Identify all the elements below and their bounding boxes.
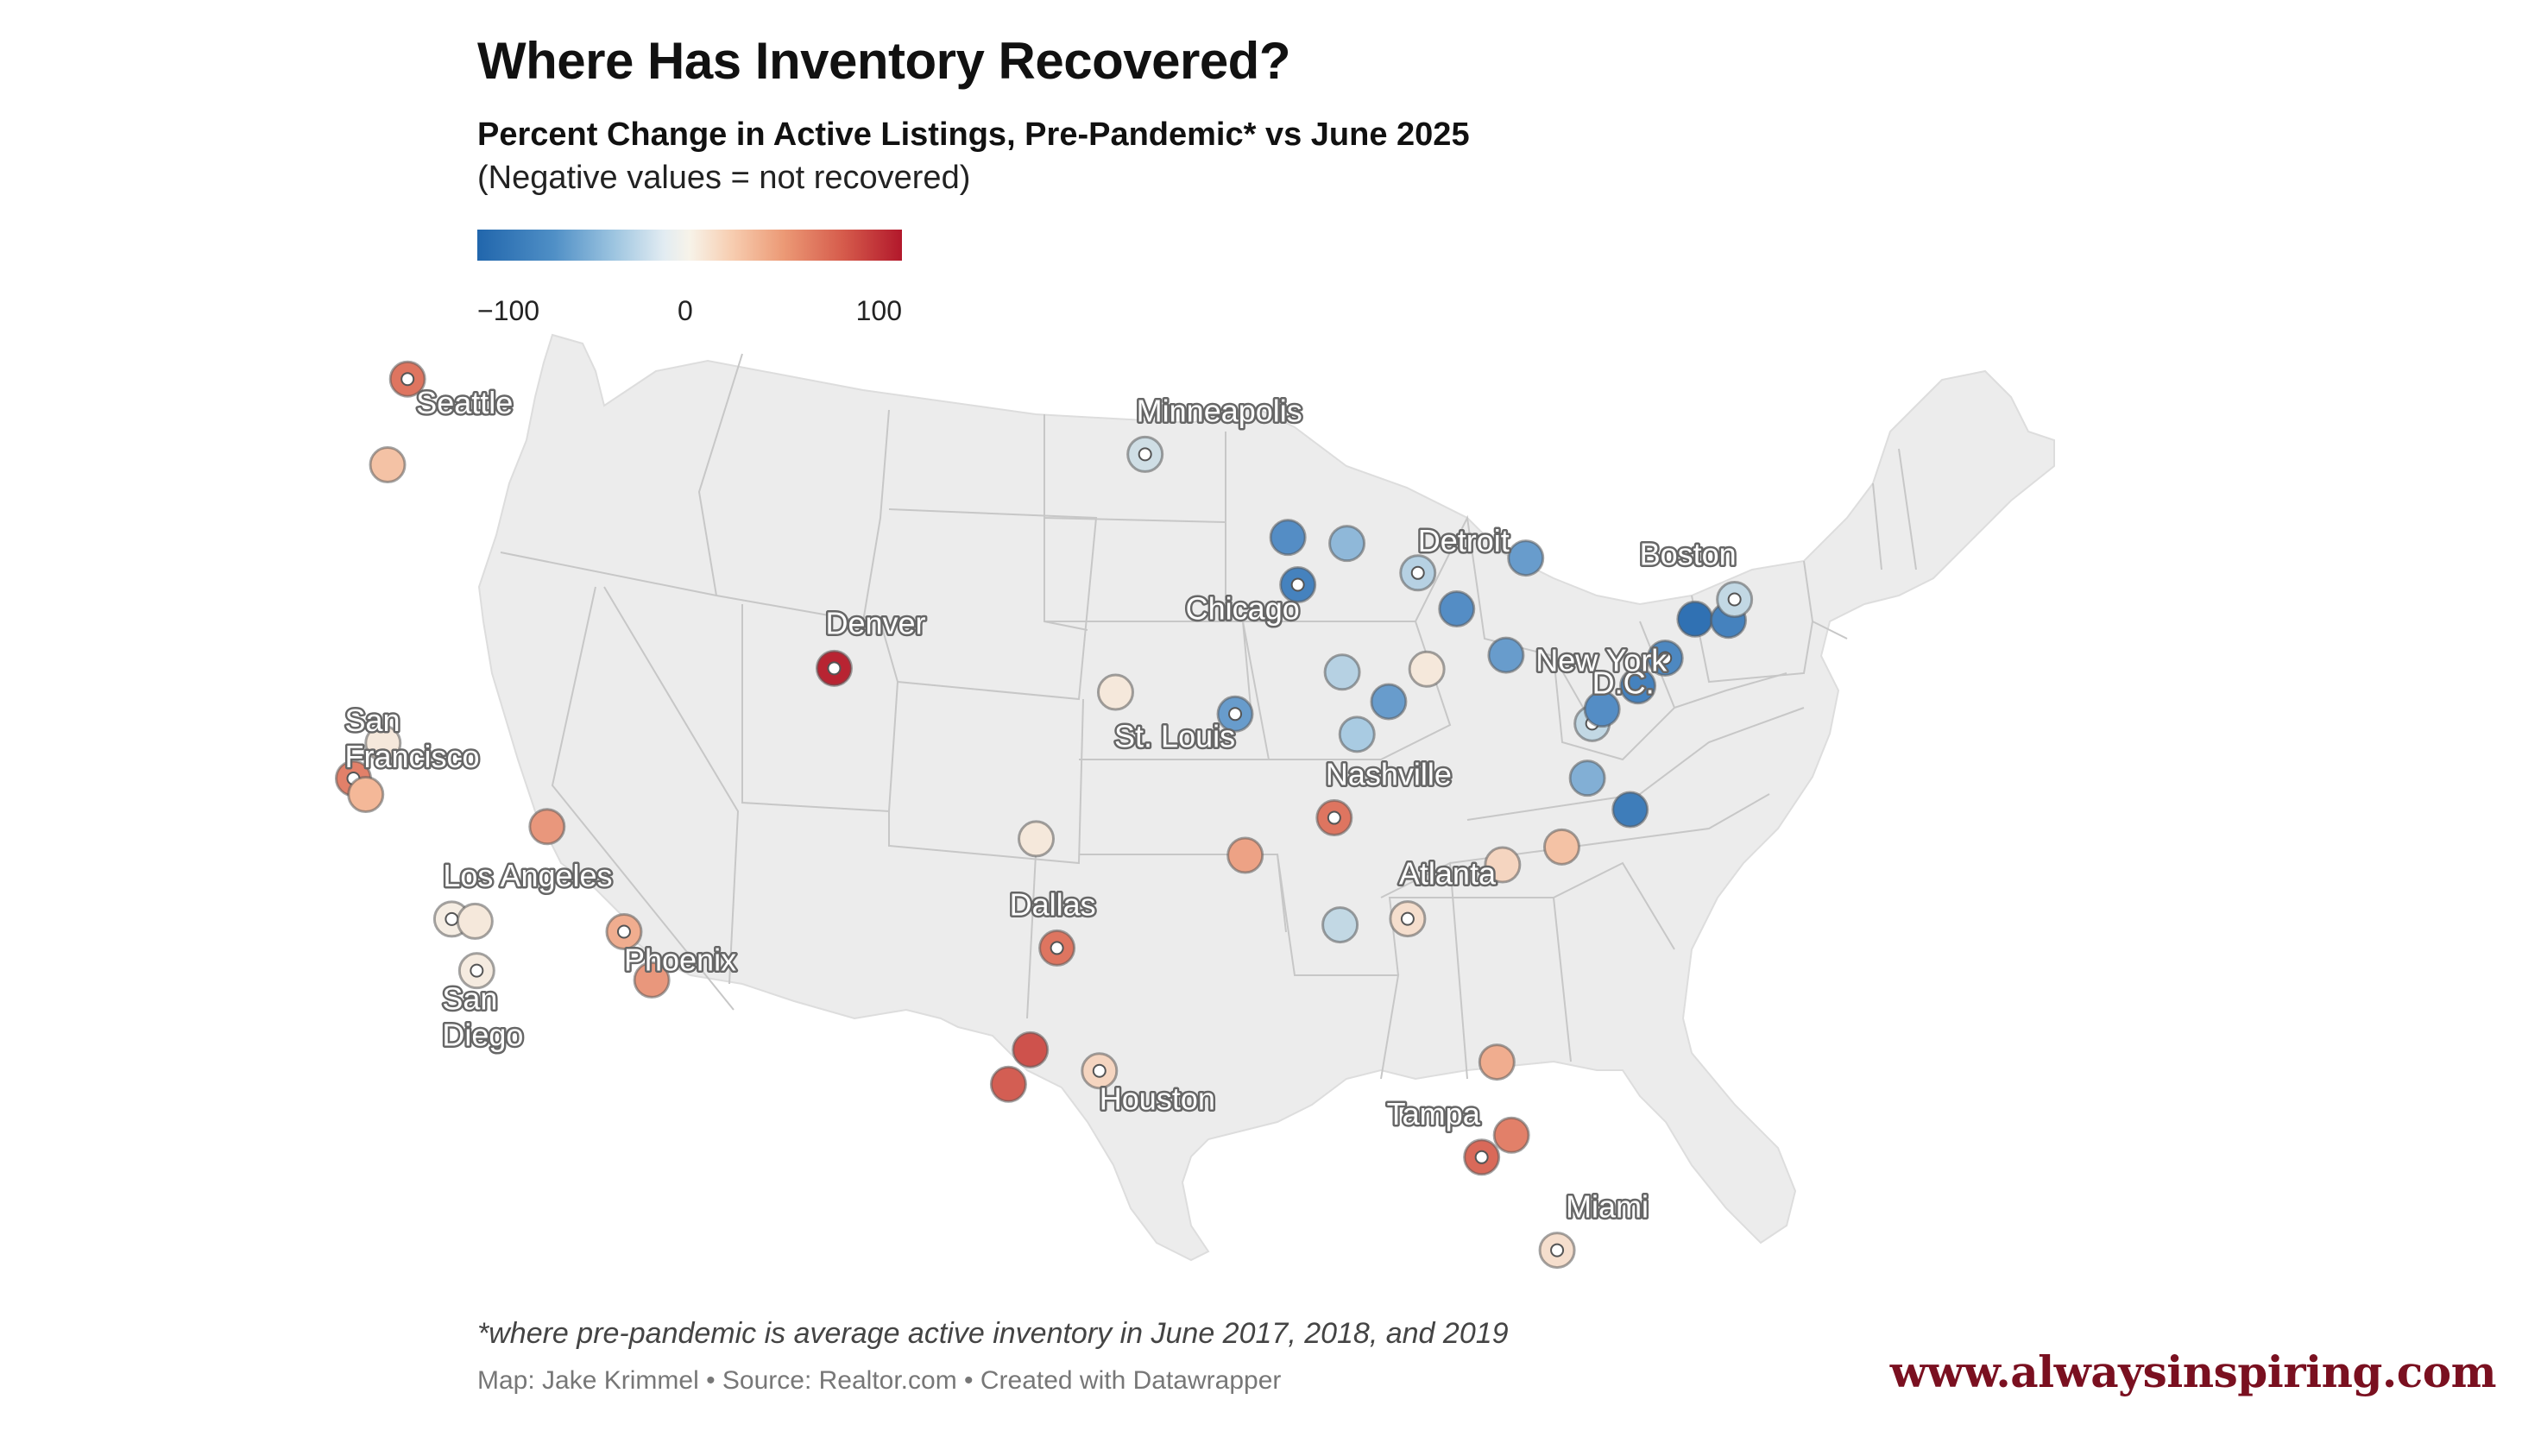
city-center-dot xyxy=(827,661,842,676)
city-marker xyxy=(364,724,402,762)
legend-gradient-bar xyxy=(477,230,902,261)
footnote: *where pre-pandemic is average active in… xyxy=(477,1317,1509,1350)
city-marker xyxy=(633,961,671,999)
city-center-dot xyxy=(1474,1150,1489,1164)
state-border-line xyxy=(1079,432,1287,933)
city-center-dot xyxy=(470,963,484,978)
city-labels: Seattle San Francisco Los Angeles San Diego Ph… xyxy=(343,383,1738,1226)
state-border-line xyxy=(1691,448,1917,684)
city-label: Denver xyxy=(825,605,925,640)
city-label: Dallas xyxy=(1010,886,1096,922)
legend-max-label: 100 xyxy=(855,295,902,326)
city-marker xyxy=(1568,760,1606,797)
city-label: D.C. xyxy=(1592,665,1655,700)
city-marker xyxy=(1619,667,1657,705)
us-landmass xyxy=(477,333,2055,1262)
city-marker xyxy=(1542,828,1580,866)
city-marker xyxy=(347,776,385,814)
credits: Map: Jake Krimmel • Source: Realtor.com … xyxy=(477,1366,1282,1395)
city-center-dot xyxy=(1050,941,1064,955)
city-markers xyxy=(334,360,1754,1270)
city-label: St. Louis xyxy=(1114,718,1235,753)
city-center-dot xyxy=(1727,592,1742,607)
city-label: Houston xyxy=(1100,1081,1215,1117)
legend-mid-label: 0 xyxy=(678,295,693,326)
state-border-line xyxy=(1449,707,1805,864)
city-center-dot xyxy=(1550,1243,1565,1257)
city-marker xyxy=(1408,650,1446,688)
watermark: www.alwaysinspiring.com xyxy=(1889,1346,2497,1397)
city-marker xyxy=(1487,636,1525,674)
color-legend: −100 0 100 xyxy=(477,230,902,326)
city-label: Los Angeles xyxy=(443,858,612,893)
city-label: San Diego xyxy=(442,981,523,1053)
legend-min-label: −100 xyxy=(477,295,540,326)
contiguous-us-shape xyxy=(477,333,2055,1262)
city-label: New York xyxy=(1535,642,1668,678)
state-border-line xyxy=(500,353,890,622)
city-center-dot xyxy=(1658,651,1673,665)
state-border-line xyxy=(888,508,1098,865)
state-borders xyxy=(500,353,1917,1080)
chart-note: (Negative values = not recovered) xyxy=(477,160,971,196)
legend-labels: −100 0 100 xyxy=(477,261,902,326)
city-marker xyxy=(1676,600,1714,638)
city-label: Miami xyxy=(1566,1189,1649,1225)
city-center-dot xyxy=(1138,447,1152,462)
city-marker xyxy=(456,902,494,940)
city-marker xyxy=(369,446,407,484)
city-label: Minneapolis xyxy=(1137,393,1302,428)
city-label: Chicago xyxy=(1186,591,1300,627)
state-border-line xyxy=(1026,854,1459,1080)
city-label: Atlanta xyxy=(1399,856,1497,892)
city-center-dot xyxy=(445,911,459,926)
chart-title: Where Has Inventory Recovered? xyxy=(477,32,1290,90)
city-center-dot xyxy=(1290,577,1305,592)
city-marker xyxy=(1323,653,1361,691)
city-marker xyxy=(1492,1116,1530,1154)
city-marker xyxy=(1611,791,1649,829)
state-border-line xyxy=(1243,514,1589,760)
city-marker xyxy=(1507,539,1545,577)
city-label: Tampa xyxy=(1387,1096,1481,1131)
city-center-dot xyxy=(400,372,415,387)
city-marker xyxy=(989,1065,1027,1103)
city-marker xyxy=(1583,690,1621,728)
city-center-dot xyxy=(1410,565,1425,580)
city-center-dot xyxy=(1228,707,1243,722)
city-marker xyxy=(1012,1031,1050,1068)
city-center-dot xyxy=(1327,810,1341,825)
city-marker xyxy=(1478,1043,1516,1081)
city-marker xyxy=(528,808,566,846)
city-center-dot xyxy=(1092,1063,1107,1078)
city-marker xyxy=(1226,836,1264,874)
city-marker xyxy=(1484,846,1522,884)
city-marker xyxy=(1328,525,1366,563)
city-marker xyxy=(1269,519,1307,557)
city-label: San Francisco xyxy=(344,703,479,774)
city-center-dot xyxy=(616,924,631,939)
city-label: Phoenix xyxy=(624,942,736,978)
city-label: Seattle xyxy=(416,385,513,420)
city-marker xyxy=(1438,590,1476,628)
city-center-dot xyxy=(1400,911,1415,926)
chart-subtitle: Percent Change in Active Listings, Pre-P… xyxy=(477,117,1470,153)
city-label: Detroit xyxy=(1418,523,1510,558)
city-marker xyxy=(1096,673,1134,711)
city-marker xyxy=(1018,820,1056,858)
city-label: Boston xyxy=(1640,537,1737,572)
city-marker xyxy=(1321,906,1359,944)
city-label: Nashville xyxy=(1326,757,1452,792)
city-marker xyxy=(1338,715,1376,753)
city-marker xyxy=(1370,683,1408,721)
